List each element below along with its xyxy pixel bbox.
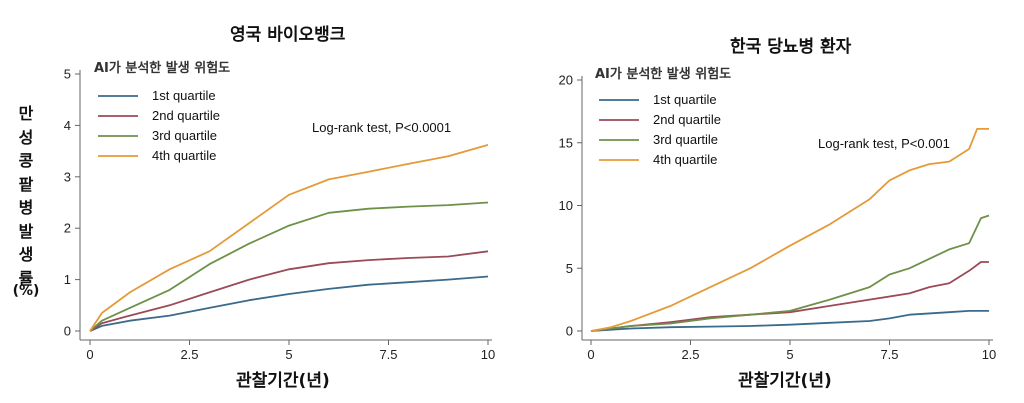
- y-tick-label: 2: [64, 221, 71, 236]
- y-tick-label: 4: [64, 118, 71, 133]
- series-line-2nd-quartile: [89, 250, 489, 332]
- x-tick-label: 2.5: [180, 347, 198, 362]
- x-tick-label: 0: [86, 347, 93, 362]
- logrank-annotation: Log-rank test, P<0.0001: [312, 120, 451, 135]
- y-axis-label-char: 발: [18, 221, 34, 241]
- legend-label: 1st quartile: [653, 92, 717, 107]
- y-axis-label-char: 콩: [18, 151, 34, 170]
- legend-label: 4th quartile: [152, 148, 216, 163]
- legend-title: AI가 분석한 발생 위험도: [94, 60, 230, 76]
- x-tick-label: 7.5: [379, 347, 397, 362]
- x-tick-label: 0: [587, 347, 594, 362]
- y-tick-label: 10: [559, 198, 573, 213]
- y-tick-label: 0: [566, 324, 573, 339]
- y-axis-label-char: 생: [18, 245, 34, 264]
- right-chart-title: 한국 당뇨병 환자: [730, 37, 852, 57]
- y-axis-label: 만 성 콩 팥 병 발 생 률: [14, 102, 38, 290]
- legend-label: 1st quartile: [152, 88, 216, 103]
- left-chart: 0 1 2 3 4 5 0 2.5 5 7.5 10 AI가 분석한 발생 위험도 1st quarti…: [64, 60, 495, 362]
- legend-label: 4th quartile: [653, 152, 717, 167]
- y-axis-unit: (%): [12, 283, 40, 299]
- x-tick-label: 7.5: [880, 347, 898, 362]
- x-tick-label: 10: [481, 347, 495, 362]
- legend-title: AI가 분석한 발생 위험도: [595, 66, 731, 82]
- y-axis-label-char: 병: [18, 198, 34, 217]
- y-tick-label: 20: [559, 73, 573, 88]
- x-tick-label: 10: [982, 347, 996, 362]
- y-tick-label: 3: [64, 169, 71, 184]
- y-tick-label: 5: [566, 261, 573, 276]
- y-axis-label-char: 성: [18, 127, 34, 147]
- series-line-3rd-quartile: [590, 214, 990, 332]
- series-line-4th-quartile: [590, 127, 989, 332]
- x-tick-label: 5: [285, 347, 292, 362]
- series-line-2nd-quartile: [590, 261, 989, 332]
- y-tick-label: 1: [64, 272, 71, 287]
- legend-label: 3rd quartile: [653, 132, 718, 147]
- y-axis-label-char: 만: [18, 104, 34, 123]
- series-line-1st-quartile: [590, 309, 989, 332]
- y-tick-label: 0: [64, 324, 71, 339]
- legend-label: 2nd quartile: [653, 112, 721, 127]
- x-tick-label: 2.5: [681, 347, 699, 362]
- legend-label: 2nd quartile: [152, 108, 220, 123]
- left-chart-title: 영국 바이오뱅크: [230, 25, 346, 45]
- legend-label: 3rd quartile: [152, 128, 217, 143]
- series-line-3rd-quartile: [89, 201, 489, 332]
- series-line-1st-quartile: [89, 275, 489, 332]
- left-x-axis-label: 관찰기간(년): [236, 371, 330, 391]
- x-tick-label: 5: [786, 347, 793, 362]
- right-x-axis-label: 관찰기간(년): [738, 371, 832, 391]
- y-axis-label-char: 률: [18, 268, 34, 288]
- y-axis-label-char: 팥: [18, 174, 34, 194]
- y-tick-label: 15: [559, 135, 573, 150]
- y-tick-label: 5: [64, 67, 71, 82]
- logrank-annotation: Log-rank test, P<0.001: [818, 136, 950, 151]
- series-line-4th-quartile: [89, 144, 489, 332]
